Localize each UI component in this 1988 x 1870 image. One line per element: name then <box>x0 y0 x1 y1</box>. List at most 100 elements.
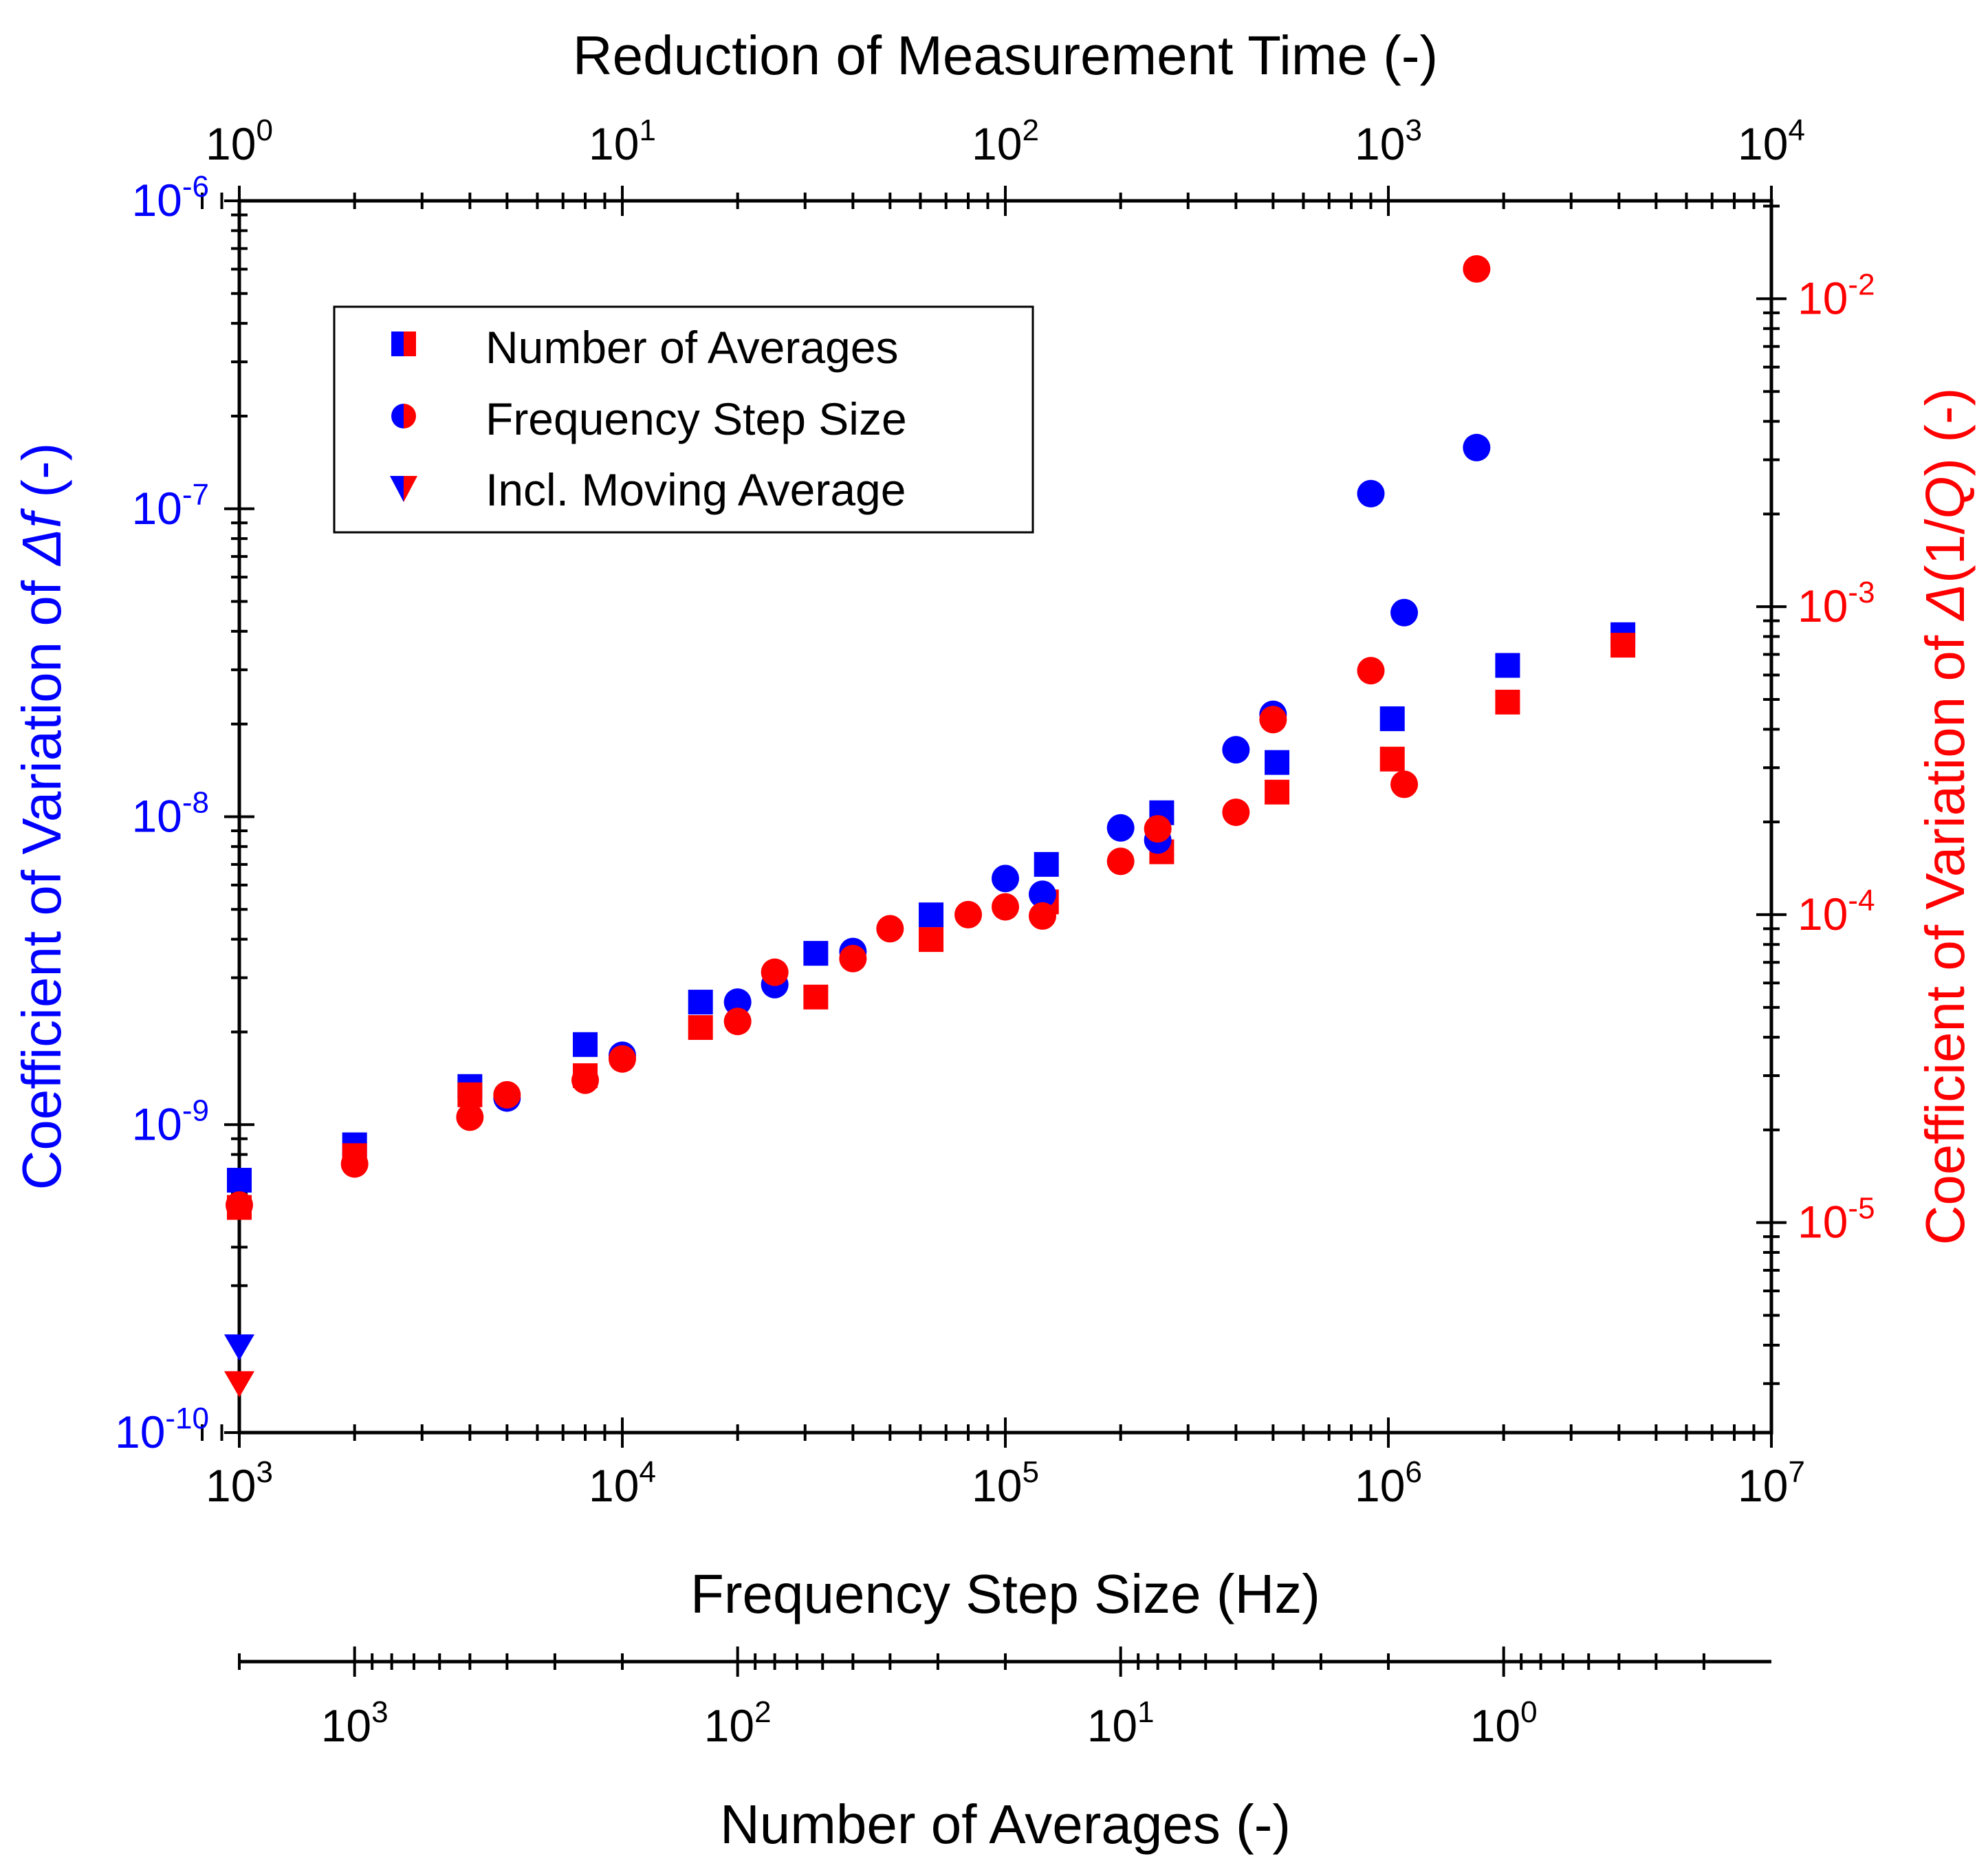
right-tick-label-2-base: 10 <box>1798 889 1848 939</box>
bottom-tick-label-0-exponent: 3 <box>256 1455 272 1489</box>
right-axis-title-prefix: Coefficient of Variation of <box>1914 620 1976 1246</box>
bottom-tick-label-4: 107 <box>1738 1455 1805 1511</box>
left-tick-label-1-base: 10 <box>131 483 182 534</box>
bottom-tick-label-2-exponent: 5 <box>1022 1455 1038 1489</box>
left-tick-label-2: 10-8 <box>131 786 209 842</box>
left-tick-label-4-base: 10 <box>115 1406 165 1457</box>
right-axis-title-open: (1/ <box>1914 519 1976 583</box>
circle-point-left-6 <box>1028 880 1056 909</box>
right-tick-label-2: 10-4 <box>1798 884 1875 939</box>
right-axis-title-variable: Q <box>1914 476 1976 519</box>
square-point-right-5 <box>803 984 829 1010</box>
circle-point-right-9 <box>876 915 904 943</box>
right-axis-title-delta: Δ <box>1914 583 1976 622</box>
top-tick-label-4-base: 10 <box>1738 118 1788 169</box>
right-tick-label-3-base: 10 <box>1798 1197 1848 1248</box>
circle-point-left-5 <box>992 865 1019 893</box>
legend-marker-triangle <box>390 476 417 502</box>
averages-tick-label-2-exponent: 1 <box>1137 1695 1154 1729</box>
left-tick-label-3: 10-9 <box>131 1094 209 1149</box>
circle-point-right-15 <box>1222 798 1250 827</box>
legend-triangle-blue <box>390 476 404 502</box>
right-axis-title-suffix: (-) <box>1914 388 1976 458</box>
circle-point-right-18 <box>1390 770 1419 798</box>
triangle-point-right-0 <box>224 1371 254 1398</box>
left-axis-title-suffix: (-) <box>11 443 72 513</box>
circle-point-left-9 <box>1222 736 1250 764</box>
averages-tick-label-2-base: 10 <box>1087 1700 1137 1751</box>
left-tick-label-4-exponent: -10 <box>165 1402 209 1435</box>
legend-square-red <box>404 331 416 356</box>
left-tick-label-4: 10-10 <box>115 1402 209 1457</box>
circle-point-right-0 <box>226 1191 253 1219</box>
top-tick-label-2: 102 <box>972 113 1039 169</box>
left-tick-label-3-exponent: -9 <box>182 1094 209 1127</box>
top-tick-label-0: 100 <box>206 113 273 169</box>
averages-tick-label-1: 102 <box>704 1695 772 1751</box>
averages-tick-label-3-exponent: 0 <box>1520 1695 1537 1729</box>
right-tick-label-0: 10-2 <box>1798 268 1875 323</box>
square-point-left-11 <box>1495 653 1520 678</box>
data-points <box>224 255 1636 1398</box>
top-tick-label-1-base: 10 <box>589 118 639 169</box>
left-tick-label-0-base: 10 <box>131 175 182 226</box>
bottom-axis-title: Frequency Step Size (Hz) <box>690 1563 1320 1624</box>
square-point-left-9 <box>1265 750 1290 775</box>
right-axis-title: Coefficient of Variation of Δ(1/Q) (-) <box>1914 388 1976 1246</box>
legend-marker-square <box>391 331 416 356</box>
bottom-tick-label-2-base: 10 <box>972 1460 1022 1511</box>
left-tick-label-2-exponent: -8 <box>182 786 209 820</box>
averages-tick-label-1-exponent: 2 <box>754 1695 771 1729</box>
right-tick-label-1-base: 10 <box>1798 580 1848 631</box>
averages-tick-label-0: 103 <box>321 1695 389 1751</box>
circle-point-right-3 <box>493 1080 521 1109</box>
circle-point-right-12 <box>1028 902 1056 930</box>
legend-label-averages: Number of Averages <box>485 322 898 373</box>
top-axis-title: Reduction of Measurement Time (-) <box>573 25 1438 86</box>
right-axis-title-close: ) <box>1914 458 1976 477</box>
square-point-right-10 <box>1379 746 1405 772</box>
circle-point-right-2 <box>456 1103 484 1131</box>
square-point-right-9 <box>1265 779 1290 805</box>
bottom-tick-label-2: 105 <box>972 1455 1039 1511</box>
left-tick-label-2-base: 10 <box>131 791 182 842</box>
bottom-tick-label-1: 104 <box>589 1455 656 1511</box>
top-tick-label-4-exponent: 4 <box>1788 113 1804 147</box>
top-tick-label-4: 104 <box>1738 113 1805 169</box>
circle-point-right-10 <box>954 900 983 928</box>
circle-point-left-7 <box>1106 814 1135 842</box>
legend-label-moving-average: Incl. Moving Average <box>485 464 906 515</box>
square-point-left-5 <box>803 941 829 966</box>
legend-triangle-red <box>404 476 417 502</box>
circle-point-right-5 <box>609 1045 636 1073</box>
circle-point-right-7 <box>761 958 789 986</box>
circle-point-right-11 <box>992 893 1019 921</box>
averages-tick-label-2: 101 <box>1087 1695 1155 1751</box>
left-axis-title: Coefficient of Variation of Δf (-) <box>11 443 72 1191</box>
circle-point-right-16 <box>1259 706 1287 734</box>
top-tick-label-2-base: 10 <box>972 118 1022 169</box>
right-tick-label-0-exponent: -2 <box>1848 268 1875 301</box>
square-point-right-11 <box>1495 689 1520 715</box>
bottom-tick-label-3-base: 10 <box>1355 1460 1405 1511</box>
left-tick-label-0-exponent: -6 <box>182 170 209 204</box>
bottom-tick-label-3: 106 <box>1355 1455 1422 1511</box>
legend-box <box>333 305 1034 534</box>
legend-circle-red <box>404 404 416 428</box>
circle-point-left-2 <box>723 988 752 1016</box>
top-tick-label-3: 103 <box>1355 113 1422 169</box>
top-tick-label-3-base: 10 <box>1355 118 1405 169</box>
left-axis-title-prefix: Coefficient of Variation of <box>11 565 72 1191</box>
left-tick-label-1: 10-7 <box>131 478 209 534</box>
right-tick-label-0-base: 10 <box>1798 272 1848 323</box>
square-point-left-7 <box>1034 851 1059 877</box>
series-triangle-right <box>224 1371 254 1398</box>
square-point-right-4 <box>688 1015 713 1041</box>
right-tick-label-3: 10-5 <box>1798 1192 1875 1248</box>
legend-marker-circle <box>391 404 416 428</box>
left-tick-label-0: 10-6 <box>131 170 209 226</box>
bottom-tick-label-0: 103 <box>206 1455 273 1511</box>
circle-point-right-17 <box>1357 657 1385 685</box>
